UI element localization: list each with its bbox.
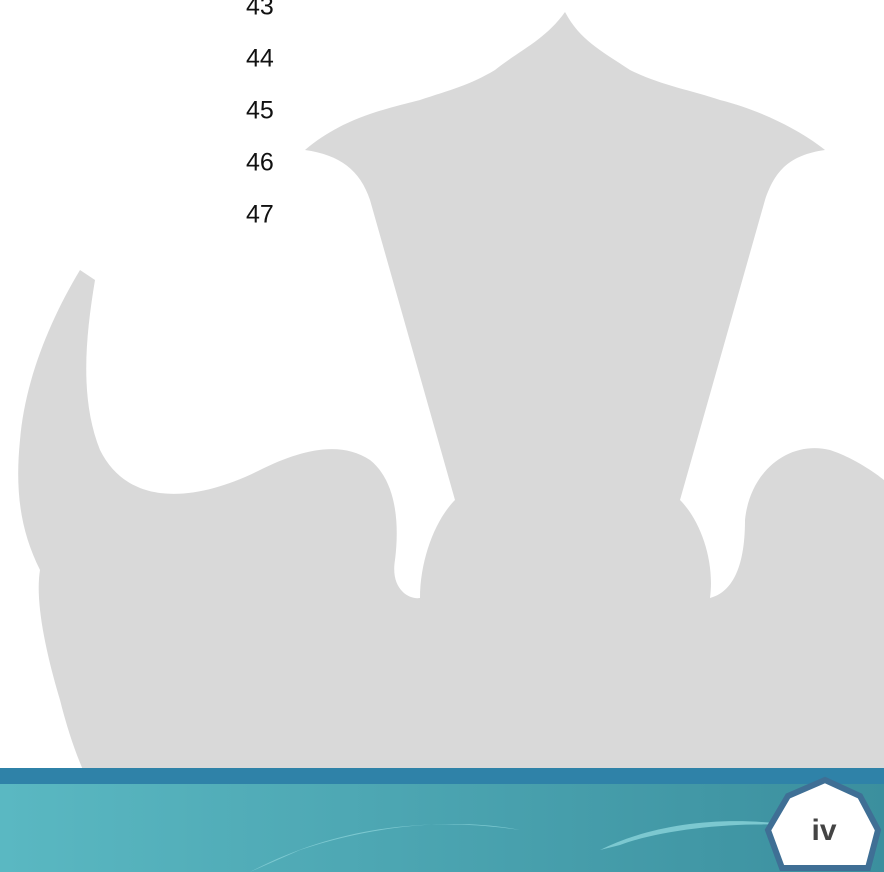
footer: iv — [0, 768, 884, 872]
line-number: 45 — [246, 97, 274, 125]
line-number: 44 — [246, 45, 274, 73]
line-number: 47 — [246, 201, 274, 229]
page-number: iv — [811, 814, 836, 847]
line-number: 43 — [246, 0, 274, 21]
line-number: 46 — [246, 149, 274, 177]
page: {"line_numbers": ["43", "44", "45", "46"… — [0, 0, 884, 872]
watermark — [18, 12, 884, 872]
page-canvas: 43 44 45 46 47 iv — [0, 0, 884, 872]
footer-strip — [0, 768, 884, 784]
line-numbers: 43 44 45 46 47 — [246, 0, 274, 229]
